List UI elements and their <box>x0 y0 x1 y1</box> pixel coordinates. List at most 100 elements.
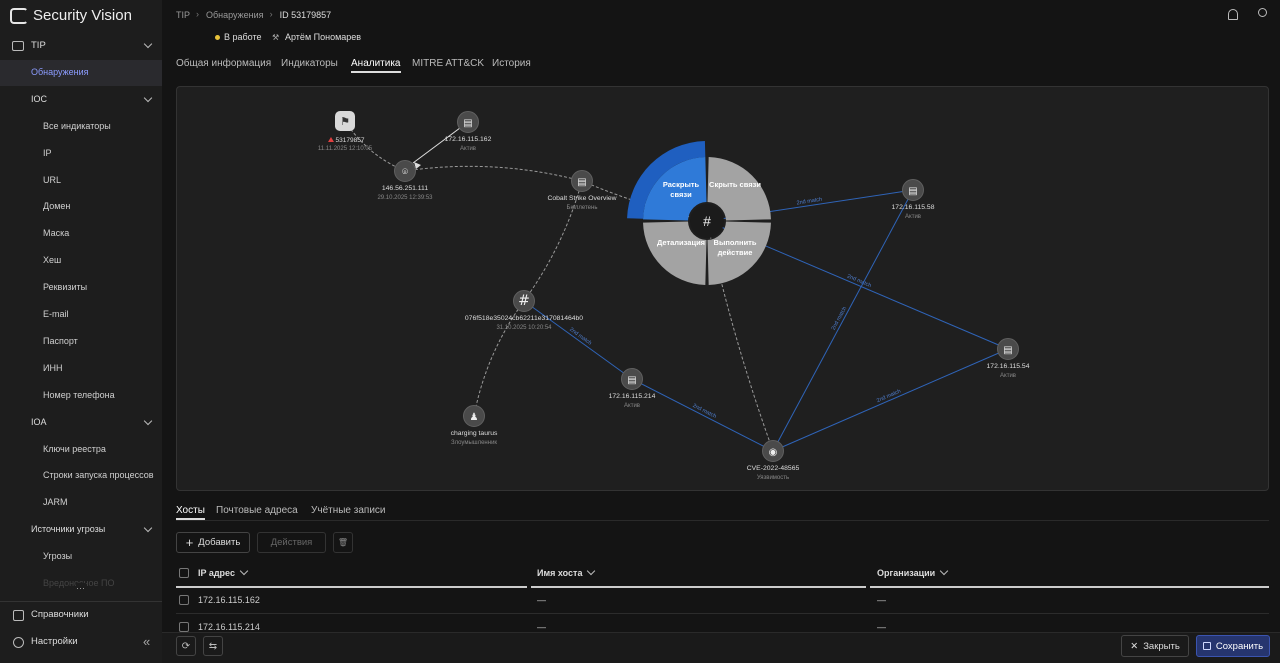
radial-sector[interactable] <box>643 221 707 285</box>
column-header[interactable]: Имя хоста <box>537 568 583 578</box>
button[interactable]: 🗑 <box>333 532 353 553</box>
radial-label[interactable]: Скрыть связи <box>709 180 761 189</box>
menu-item[interactable]: Строки запуска процессов <box>43 470 154 481</box>
tab[interactable]: Аналитика <box>351 58 401 69</box>
cell: 172.16.115.214 <box>198 622 260 632</box>
node-label: CVE-2022-48565 <box>747 465 800 472</box>
breadcrumb[interactable]: Обнаружения <box>206 10 264 20</box>
menu-item[interactable]: Хеш <box>43 255 62 266</box>
menu-item[interactable]: Маска <box>43 228 70 239</box>
plus-icon: + <box>185 535 194 550</box>
menu-item[interactable]: JARM <box>43 497 68 508</box>
icon-button[interactable]: ⟳ <box>176 636 196 656</box>
menu-item[interactable]: Угрозы <box>43 551 73 562</box>
node[interactable] <box>762 440 784 462</box>
tab[interactable]: Почтовые адреса <box>216 505 298 516</box>
more: ··· <box>76 583 86 593</box>
menu-item[interactable]: Домен <box>43 201 71 212</box>
breadcrumb: ID 53179857 <box>279 10 332 20</box>
tab[interactable]: Учётные записи <box>311 505 386 516</box>
menu-item[interactable]: Настройки <box>31 636 78 647</box>
menu-item[interactable]: Обнаружения <box>31 66 89 77</box>
tab[interactable]: Индикаторы <box>281 58 338 69</box>
menu-item[interactable]: Ключи реестра <box>43 443 106 454</box>
radial-sector[interactable] <box>643 157 707 221</box>
button[interactable]: ✕ Закрыть <box>1121 635 1189 657</box>
save-icon <box>1202 642 1211 650</box>
divider <box>0 601 162 602</box>
menu-group[interactable]: IOC <box>31 93 48 104</box>
menu-item[interactable]: ИНН <box>43 362 63 373</box>
tab-underline <box>351 71 401 73</box>
edge <box>772 189 914 452</box>
menu-item[interactable]: E-mail <box>43 309 69 319</box>
menu-item[interactable]: Все индикаторы <box>43 120 111 131</box>
edge <box>772 348 1009 452</box>
node-label: 172.16.115.214 <box>609 393 656 400</box>
node-sublabel: Актив <box>460 146 476 152</box>
status-dot <box>215 35 220 40</box>
node[interactable] <box>463 405 485 427</box>
menu-item[interactable]: Справочники <box>31 609 89 620</box>
button[interactable]: Сохранить <box>1196 635 1270 657</box>
button-label: Действия <box>270 537 313 548</box>
button-label: Добавить <box>198 537 241 548</box>
checkbox[interactable] <box>179 568 189 578</box>
breadcrumb-sep: › <box>196 9 200 19</box>
node[interactable] <box>902 179 924 201</box>
menu-item[interactable]: URL <box>43 174 62 185</box>
tab[interactable]: Общая информация <box>176 58 272 69</box>
alert <box>328 137 334 142</box>
radial-label[interactable]: Детализация <box>656 238 706 247</box>
node[interactable] <box>335 111 355 131</box>
edge-arrow <box>414 162 421 169</box>
tab[interactable]: MITRE ATT&CK <box>412 58 485 69</box>
node-label: 172.16.115.162 <box>445 136 492 143</box>
menu-item[interactable]: Номер телефона <box>43 389 115 400</box>
radial-sector[interactable] <box>707 221 771 285</box>
node-label: 146.56.251.111 <box>382 185 428 192</box>
user[interactable] <box>1258 8 1267 17</box>
node[interactable] <box>571 170 593 192</box>
node[interactable] <box>513 290 535 312</box>
node-icon: # <box>518 293 530 309</box>
bell[interactable] <box>1228 9 1238 20</box>
node-icon: ⌾ <box>402 167 408 178</box>
radial-label[interactable]: Раскрыть связи <box>662 180 700 199</box>
checkbox[interactable] <box>179 595 189 605</box>
node[interactable] <box>997 338 1019 360</box>
menu-group[interactable]: TIP <box>31 40 46 51</box>
radial-label[interactable]: Выполнить действие <box>713 238 757 257</box>
column-header[interactable]: Организации <box>877 568 936 578</box>
breadcrumb-sep: › <box>269 9 273 19</box>
node[interactable] <box>621 368 643 390</box>
radial-highlight <box>627 141 706 219</box>
node-sublabel: Злоумышленник <box>451 440 497 446</box>
menu-group[interactable]: IOA <box>31 416 47 427</box>
tab[interactable]: Хосты <box>176 505 205 516</box>
node-label: 53179857 <box>336 137 365 144</box>
assignee-icon: ⚒ <box>272 33 280 42</box>
header-line <box>176 586 527 588</box>
edge <box>404 165 583 182</box>
menu-item[interactable]: Реквизиты <box>43 282 88 293</box>
column-header[interactable]: IP адрес <box>198 568 235 578</box>
radial-sector[interactable] <box>707 157 771 221</box>
menu-item[interactable]: IP <box>43 147 52 158</box>
node-icon: ▤ <box>463 118 472 129</box>
chevron <box>587 566 596 576</box>
button[interactable]: + Добавить <box>176 532 250 553</box>
node[interactable] <box>457 111 479 133</box>
breadcrumb[interactable]: TIP <box>176 10 191 20</box>
icon-button[interactable]: ⇆ <box>203 636 223 656</box>
menu-item[interactable]: Паспорт <box>43 335 78 346</box>
collapse[interactable]: « <box>143 634 151 649</box>
tab[interactable]: История <box>492 58 531 69</box>
menu-icon <box>13 637 24 648</box>
node-sublabel: Бюллетень <box>567 205 598 211</box>
checkbox[interactable] <box>179 622 189 632</box>
node[interactable] <box>394 160 416 182</box>
cell: — <box>537 595 546 605</box>
menu-group[interactable]: Источники угрозы <box>31 524 106 535</box>
